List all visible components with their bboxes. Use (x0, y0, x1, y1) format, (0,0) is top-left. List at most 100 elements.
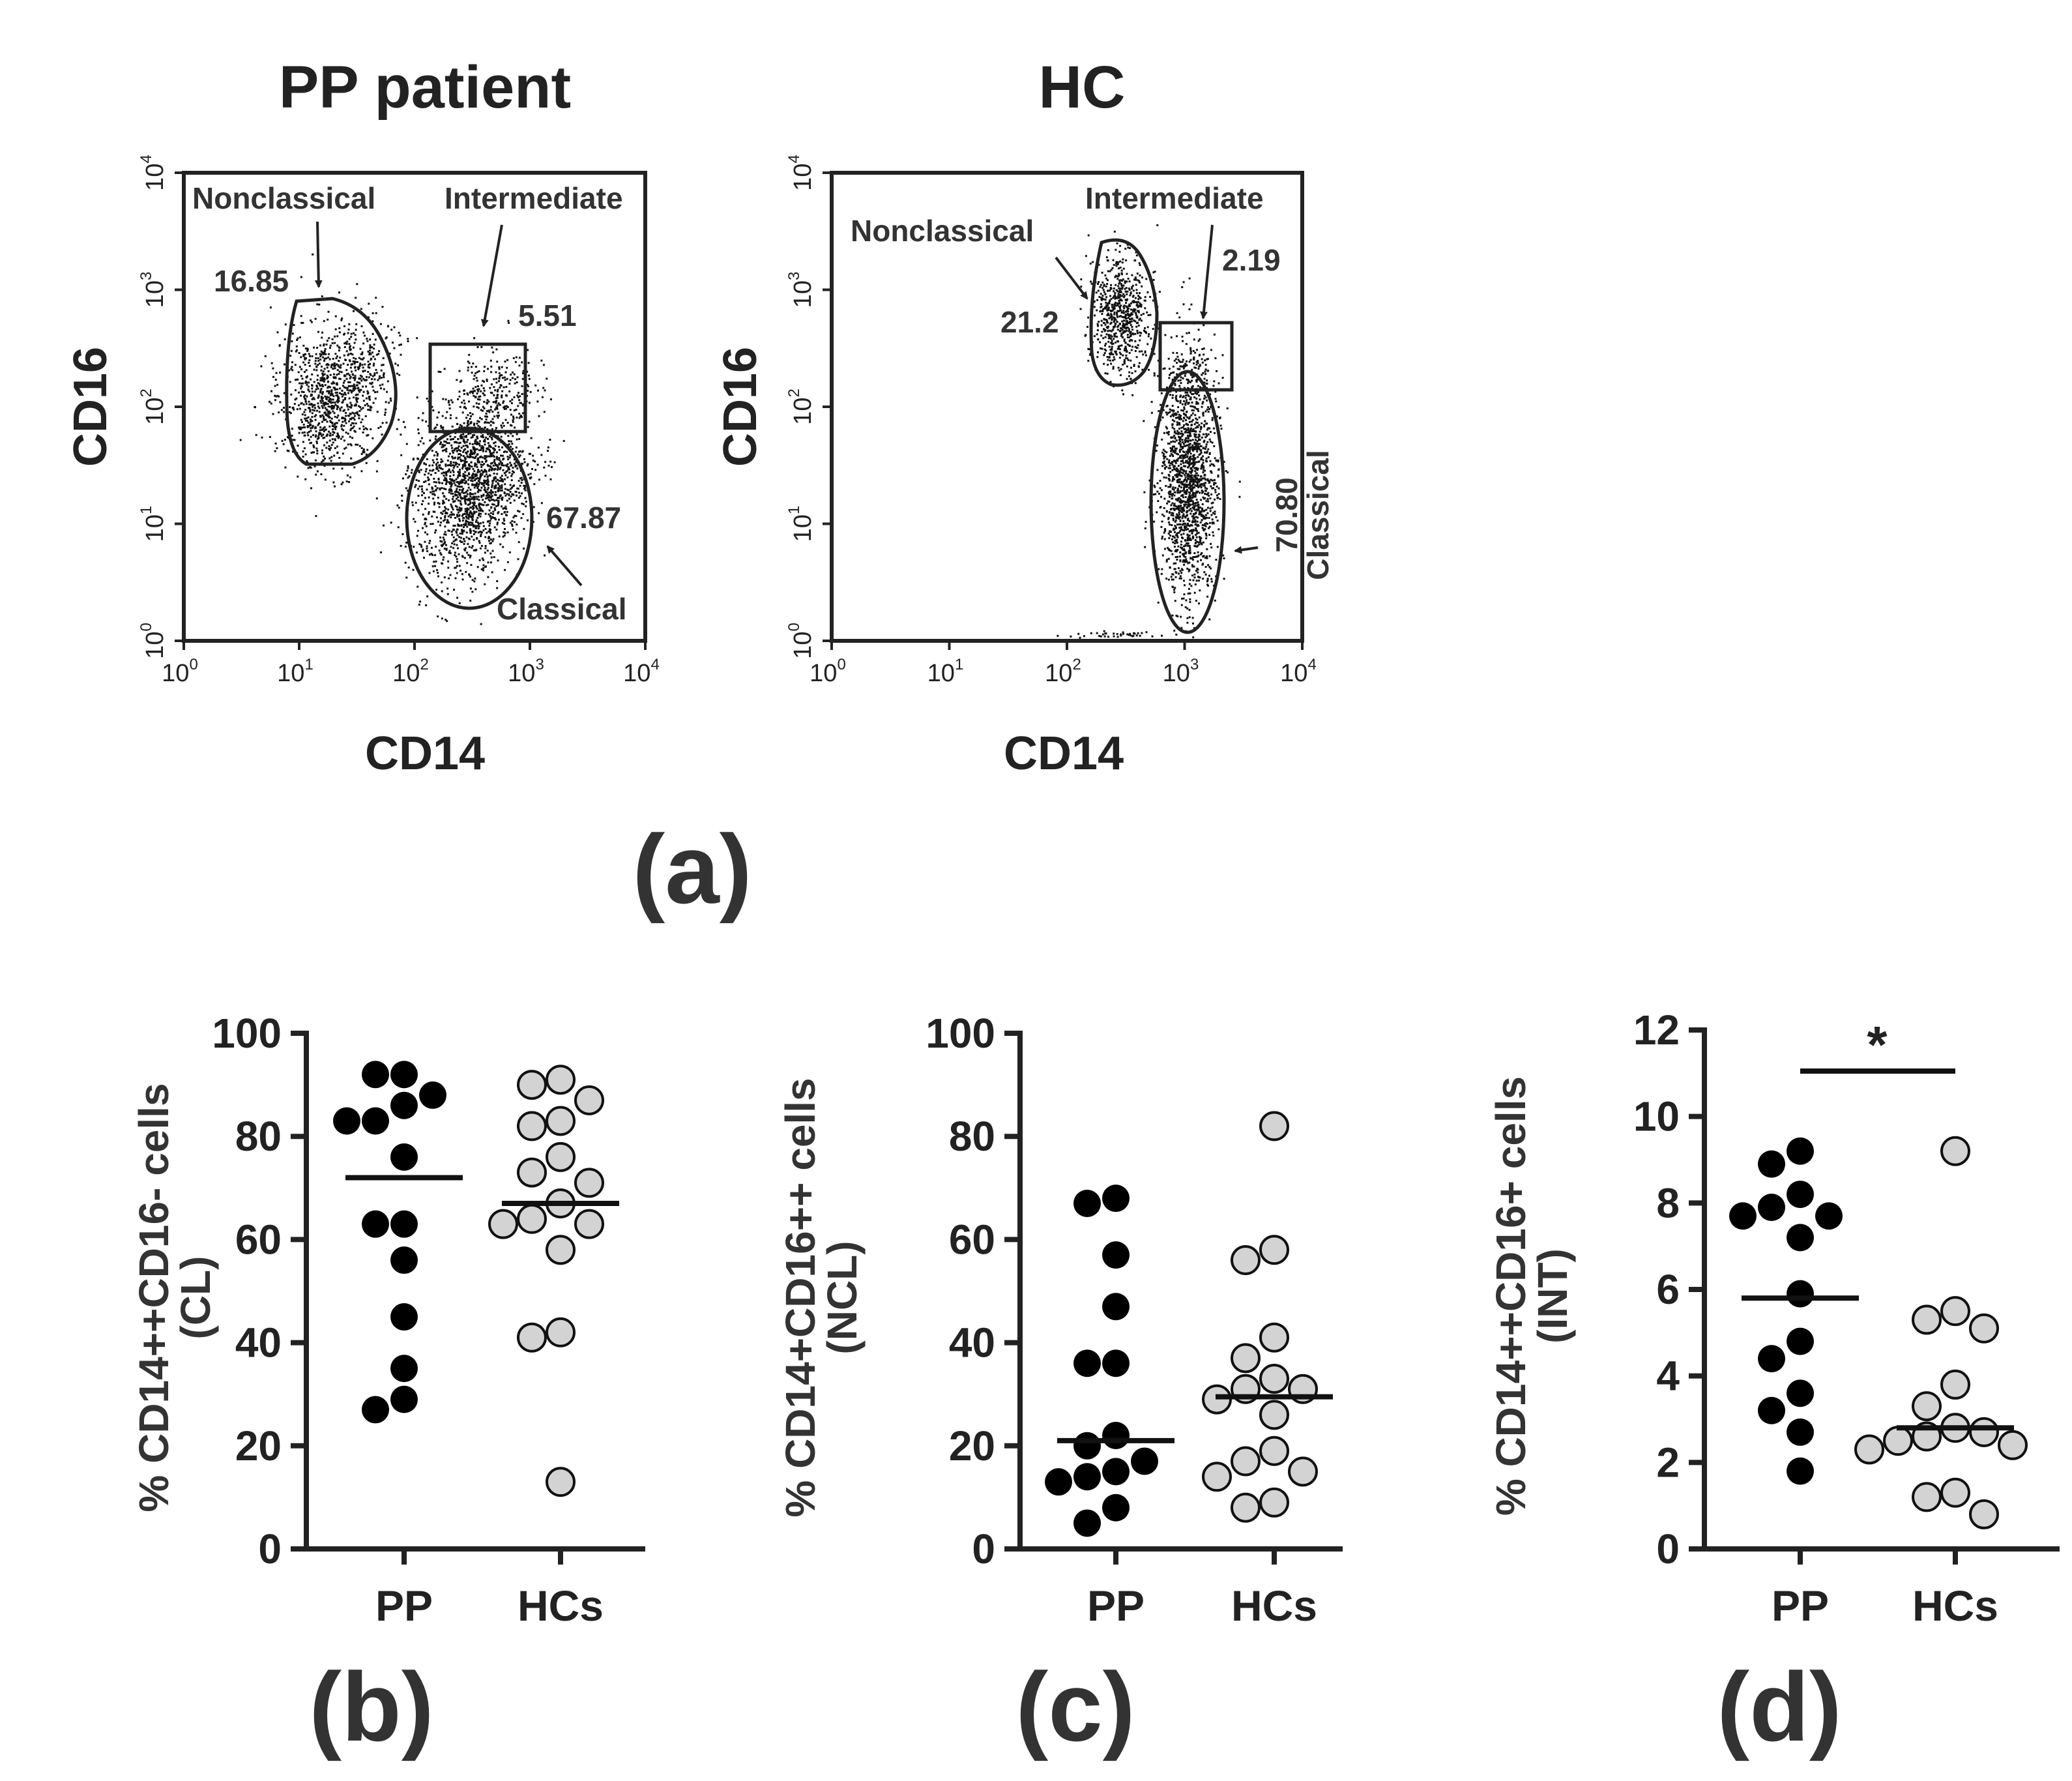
flow-event (328, 448, 330, 450)
flow-event (1122, 322, 1125, 325)
flow-event (503, 520, 506, 522)
flow-event (497, 499, 500, 502)
flow-event (340, 371, 343, 374)
flow-event (458, 426, 461, 429)
flow-event (339, 357, 342, 359)
flow-event (494, 486, 497, 488)
flow-event (439, 537, 442, 538)
flow-event (536, 400, 539, 403)
flow-event (1213, 380, 1216, 383)
flow-event (319, 359, 322, 361)
flow-event (498, 415, 500, 417)
flow-event (425, 604, 428, 606)
flow-event (1130, 302, 1132, 304)
flow-event (1201, 358, 1203, 361)
flow-event (435, 450, 437, 453)
flow-event (1160, 392, 1163, 394)
flow-event (1190, 427, 1192, 430)
flow-event (353, 362, 356, 365)
flow-event (452, 513, 454, 516)
flow-event (476, 453, 479, 456)
flow-event (1143, 312, 1145, 315)
flow-event (1135, 301, 1138, 304)
flow-event (458, 464, 460, 466)
flow-event (483, 370, 486, 372)
flow-event (300, 387, 302, 390)
flow-event (504, 471, 507, 473)
flow-event (450, 492, 452, 495)
flow-event (1158, 568, 1160, 570)
flow-event (463, 478, 465, 481)
flow-event (485, 473, 488, 476)
flow-event (1187, 424, 1189, 426)
flow-event (1189, 592, 1191, 595)
flow-event (501, 390, 504, 392)
flow-event (465, 490, 468, 493)
flow-event (1182, 462, 1185, 464)
flow-event (497, 482, 499, 484)
flow-event (529, 477, 532, 480)
flow-event (323, 417, 325, 420)
flow-event (465, 570, 467, 573)
flow-event (328, 449, 331, 451)
flow-event (1089, 353, 1092, 356)
flow-event (484, 426, 486, 429)
flow-event (1131, 329, 1133, 331)
flow-event (446, 442, 448, 445)
flow-event (1165, 426, 1167, 428)
flow-event (452, 495, 454, 498)
flow-event (511, 525, 514, 527)
flow-event (481, 557, 484, 560)
flow-event (313, 451, 315, 454)
flow-event (1207, 456, 1210, 458)
flow-event (517, 558, 519, 561)
flow-event (437, 615, 439, 618)
flow-event (518, 480, 520, 482)
flow-event (540, 454, 543, 456)
flow-event (1189, 472, 1192, 475)
flow-event (1110, 353, 1113, 355)
arrow-classical-pp (546, 545, 583, 587)
flow-event (399, 334, 401, 337)
flow-event (1178, 456, 1181, 459)
flow-event (1137, 324, 1140, 327)
flow-event (443, 576, 446, 579)
flow-event (1131, 372, 1133, 374)
flow-event (523, 484, 525, 487)
flow-event (352, 374, 355, 376)
flow-event (1141, 276, 1143, 279)
flow-event (1195, 408, 1198, 411)
flow-event (474, 549, 477, 552)
flow-event (1188, 447, 1190, 449)
flow-event (1104, 344, 1106, 347)
flow-event (1189, 557, 1192, 559)
flow-event (407, 338, 409, 340)
flow-event (502, 458, 504, 461)
flow-event (1140, 305, 1143, 308)
flow-event (443, 444, 445, 447)
flow-event (1206, 399, 1208, 402)
flow-event (1130, 320, 1133, 323)
flow-event (314, 415, 316, 418)
flow-event (428, 464, 431, 467)
flow-event (1178, 513, 1180, 516)
flow-event (323, 380, 325, 383)
flow-event (360, 470, 363, 473)
flow-event (1189, 455, 1192, 458)
flow-event (1115, 248, 1117, 251)
flow-event (312, 434, 315, 436)
flow-event (516, 381, 518, 383)
flow-event (321, 352, 324, 355)
flow-event (489, 424, 492, 426)
flow-event (1195, 580, 1198, 582)
flow-event (1173, 432, 1176, 434)
flow-event (1139, 331, 1141, 334)
flow-event (308, 400, 310, 403)
flow-event (458, 456, 461, 459)
flow-event (362, 425, 365, 428)
flow-plot-pp: PP patient 100 101 102 103 104 1001011021031… (65, 54, 660, 780)
flow-event (464, 492, 467, 494)
flow-event (443, 520, 445, 522)
flow-event (358, 428, 361, 430)
flow-event (498, 366, 501, 368)
